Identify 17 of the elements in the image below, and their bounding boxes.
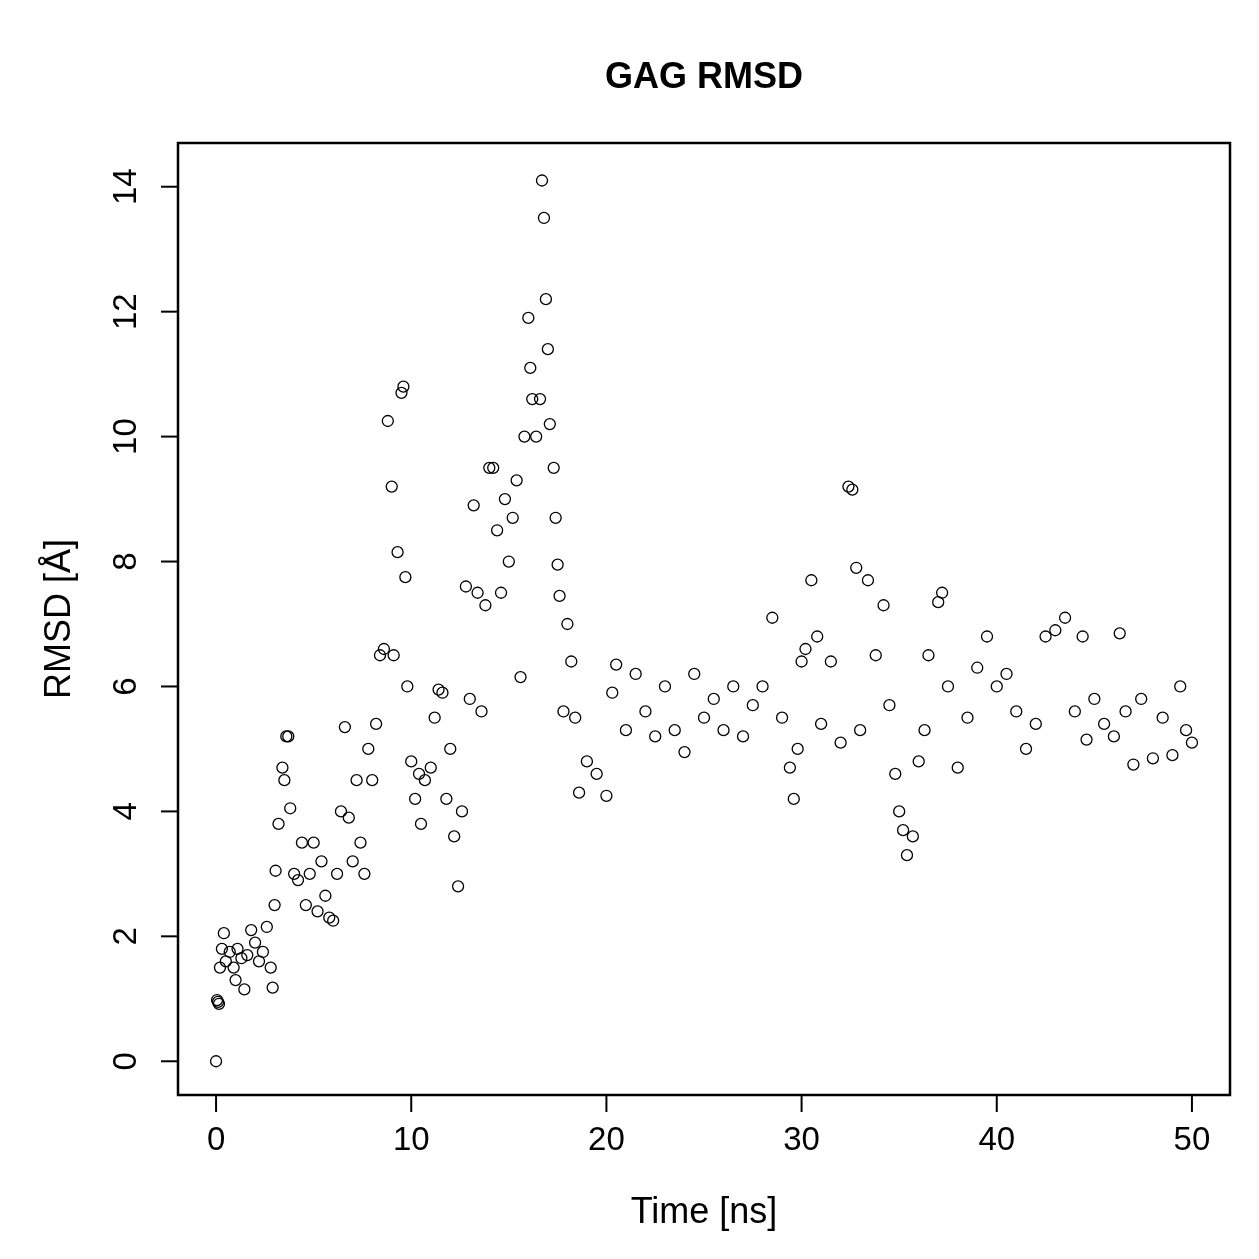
x-axis-title: Time [ns] (630, 1190, 778, 1231)
y-tick-label: 14 (106, 168, 143, 206)
y-tick-label: 2 (106, 927, 143, 946)
chart-title: GAG RMSD (605, 55, 803, 96)
y-tick-label: 6 (106, 677, 143, 696)
y-axis-title: RMSD [Å] (37, 538, 78, 700)
x-tick-label: 0 (206, 1120, 226, 1157)
y-tick-label: 0 (106, 1052, 143, 1071)
x-tick-label: 50 (1173, 1120, 1211, 1157)
x-tick-label: 20 (588, 1120, 625, 1157)
y-tick-label: 12 (106, 293, 143, 331)
x-tick-label: 30 (783, 1120, 820, 1157)
x-tick-label: 40 (978, 1120, 1016, 1157)
y-tick-label: 10 (106, 418, 143, 455)
x-tick-label: 10 (392, 1120, 430, 1157)
y-tick-label: 4 (106, 802, 143, 821)
y-tick-label: 8 (106, 552, 143, 571)
